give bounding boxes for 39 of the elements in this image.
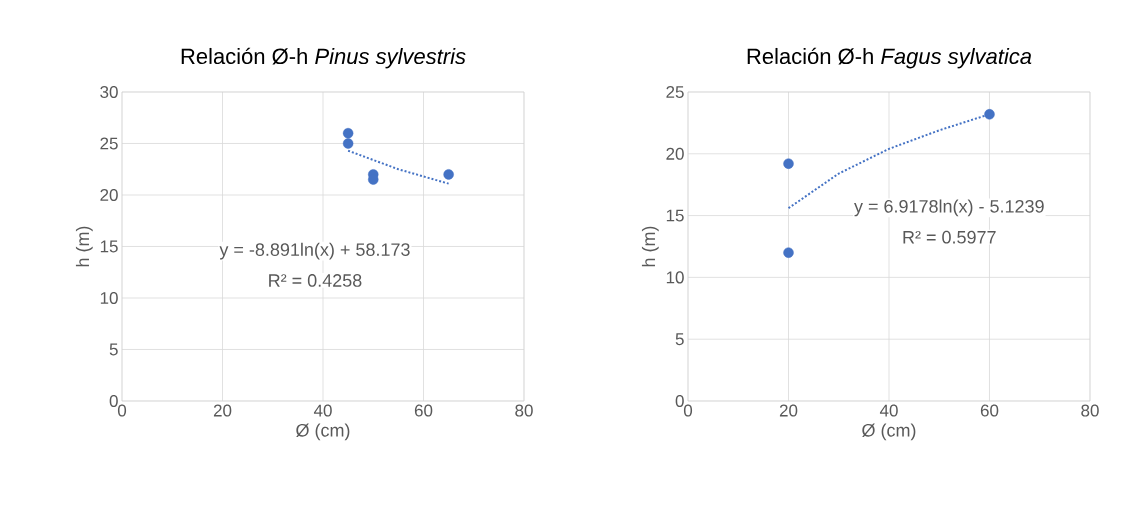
point	[342, 138, 354, 149]
y-tick-label: 5	[675, 333, 684, 346]
x-tick-label: 20	[779, 404, 798, 417]
chart-title: Relación Ø-h Fagus sylvatica	[747, 47, 1032, 69]
x-tick-label: 0	[117, 404, 127, 417]
chart-title: Relación Ø-h Pinus sylvestris	[181, 47, 466, 69]
y-tick-label: 25	[666, 85, 684, 99]
y-tick-label: 20	[100, 188, 118, 202]
annotation: R² = 0.5977	[903, 230, 996, 244]
x-tick-label: 60	[414, 404, 433, 417]
y-tick-label: 15	[666, 209, 684, 222]
y-tick-label: 10	[100, 291, 118, 305]
x-tick-label: 40	[313, 404, 332, 417]
y-tick-label: 10	[666, 271, 684, 284]
point	[984, 109, 995, 120]
y-tick-label: 30	[100, 85, 118, 99]
point	[342, 127, 354, 139]
point	[443, 169, 454, 180]
x-tick-label: 0	[683, 404, 693, 417]
y-tick-label: 0	[675, 394, 684, 408]
y-tick-label: 20	[666, 147, 684, 160]
x-axis-title: Ø (cm)	[862, 423, 916, 441]
point	[783, 158, 794, 169]
y-tick-label: 25	[100, 137, 118, 150]
y-axis-title: h (m)	[75, 226, 93, 267]
x-tick-label: 20	[213, 404, 232, 417]
x-axis-title: Ø (cm)	[296, 423, 350, 441]
point	[783, 247, 794, 258]
y-tick-label: 0	[109, 394, 118, 408]
annotation: y = -8.891ln(x) + 58.173	[219, 242, 410, 260]
annotation: R² = 0.4258	[269, 274, 362, 287]
y-tick-label: 5	[109, 343, 118, 356]
x-tick-label: 80	[1081, 404, 1099, 417]
x-tick-label: 40	[879, 404, 898, 417]
x-tick-label: 60	[980, 404, 999, 417]
y-tick-label: 15	[100, 240, 118, 253]
y-axis-title: h (m)	[641, 226, 659, 267]
annotation: y = 6.9178ln(x) - 5.1239	[854, 199, 1044, 217]
x-tick-label: 80	[515, 404, 533, 417]
